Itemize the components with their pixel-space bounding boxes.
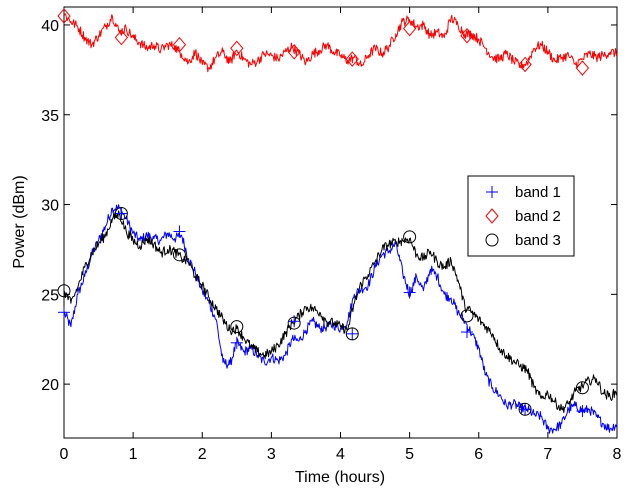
marker-band-3 xyxy=(57,284,71,298)
marker-band-2 xyxy=(575,60,590,76)
y-axis-label: Power (dBm) xyxy=(11,175,28,268)
marker-band-2 xyxy=(460,27,474,44)
series-line-band-3 xyxy=(63,210,618,414)
marker-band-1 xyxy=(460,326,473,339)
marker-band-1 xyxy=(115,207,128,220)
marker-band-1 xyxy=(173,225,186,238)
marker-band-3 xyxy=(230,320,244,334)
x-axis-label: Time (hours) xyxy=(295,469,385,486)
marker-band-1 xyxy=(403,286,416,299)
marker-band-3 xyxy=(575,381,589,395)
x-tick-label: 1 xyxy=(129,446,138,463)
y-tick-label: 35 xyxy=(41,108,59,125)
x-tick-label: 2 xyxy=(198,446,207,463)
y-tick-label: 40 xyxy=(41,18,59,35)
series-markers xyxy=(57,8,590,418)
marker-band-1 xyxy=(346,327,359,340)
legend-marker-band-2 xyxy=(485,208,499,224)
marker-band-2 xyxy=(402,20,417,37)
marker-band-1 xyxy=(519,403,532,416)
marker-band-2 xyxy=(172,36,187,53)
marker-band-3 xyxy=(345,327,359,341)
y-axis: 20 25 30 35 40 xyxy=(41,18,617,394)
x-axis: 0 1 2 3 4 5 6 7 8 xyxy=(60,7,622,463)
marker-band-3 xyxy=(172,248,186,262)
x-tick-label: 8 xyxy=(613,446,622,463)
legend-item: band 1 xyxy=(486,184,561,201)
marker-band-2 xyxy=(230,40,244,57)
marker-band-1 xyxy=(58,306,70,319)
marker-band-2 xyxy=(57,8,71,24)
y-tick-label: 25 xyxy=(41,287,59,304)
legend-label: band 2 xyxy=(515,208,561,225)
marker-band-2 xyxy=(345,51,359,67)
marker-band-3 xyxy=(287,316,301,330)
marker-band-3 xyxy=(114,207,128,221)
y-tick-label: 30 xyxy=(41,198,59,215)
legend-marker-band-1 xyxy=(486,186,498,198)
legend: band 1 band 2 band 3 xyxy=(467,175,575,257)
marker-band-2 xyxy=(287,44,301,60)
legend-item: band 3 xyxy=(485,232,561,249)
legend-label: band 3 xyxy=(515,232,561,249)
marker-band-2 xyxy=(114,29,129,46)
x-tick-label: 0 xyxy=(60,446,69,463)
x-tick-label: 7 xyxy=(543,446,552,463)
marker-band-3 xyxy=(518,402,532,416)
legend-item: band 2 xyxy=(485,208,561,225)
marker-band-1 xyxy=(576,405,589,418)
marker-band-1 xyxy=(230,336,243,349)
x-tick-label: 6 xyxy=(474,446,483,463)
marker-band-3 xyxy=(460,309,474,323)
legend-marker-band-3 xyxy=(485,233,499,247)
x-tick-label: 5 xyxy=(405,446,414,463)
marker-band-2 xyxy=(518,56,532,73)
y-tick-label: 20 xyxy=(41,377,59,394)
series-line-band-2 xyxy=(63,13,618,73)
x-tick-label: 4 xyxy=(336,446,345,463)
marker-band-3 xyxy=(403,230,417,244)
legend-label: band 1 xyxy=(515,184,561,201)
x-tick-label: 3 xyxy=(267,446,276,463)
